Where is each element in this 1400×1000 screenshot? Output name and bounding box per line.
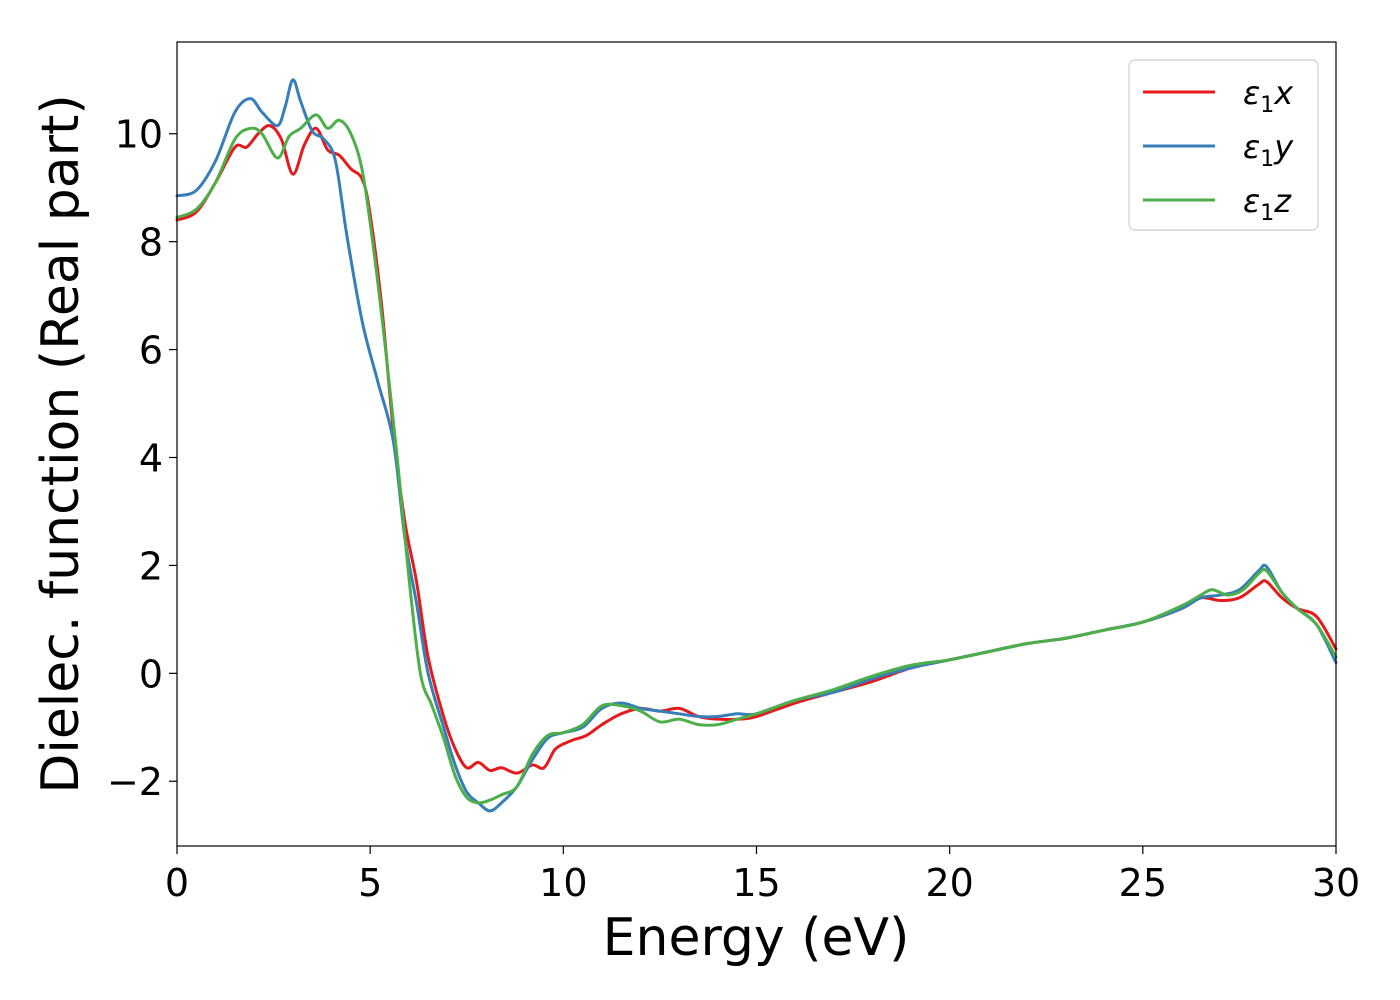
y-tick-label: 4 [139,436,163,480]
legend: ε1x ε1y ε1z [1128,59,1319,231]
y-axis-title: Dielec. function (Real part) [31,94,91,793]
x-tick-label: 10 [539,861,587,905]
y-tick-label: 0 [139,652,163,696]
y-axis: −2 0 2 4 6 8 10 [107,113,177,804]
y-tick-label: −2 [107,760,163,804]
x-tick-label: 15 [732,861,780,905]
series-line-z [175,113,1338,805]
x-axis-title: Energy (eV) [603,908,910,968]
legend-label-x: ε1x [1243,74,1294,118]
y-tick-label: 10 [115,113,163,157]
x-tick-label: 20 [925,861,973,905]
legend-label-y: ε1y [1243,128,1294,172]
x-axis: 0 5 10 15 20 25 30 [165,846,1360,905]
x-tick-label: 0 [165,861,189,905]
x-tick-label: 5 [358,861,382,905]
y-tick-label: 8 [139,221,163,265]
legend-box [1128,59,1319,231]
x-tick-label: 25 [1119,861,1167,905]
legend-label-z: ε1z [1243,182,1292,226]
y-tick-label: 2 [139,544,163,588]
y-tick-label: 6 [139,329,163,373]
series-layer [175,78,1338,813]
x-tick-label: 30 [1312,861,1360,905]
